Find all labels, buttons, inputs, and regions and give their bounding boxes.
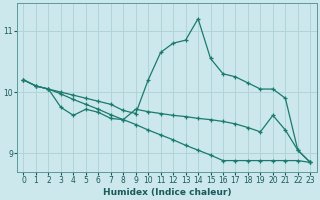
X-axis label: Humidex (Indice chaleur): Humidex (Indice chaleur) (103, 188, 231, 197)
